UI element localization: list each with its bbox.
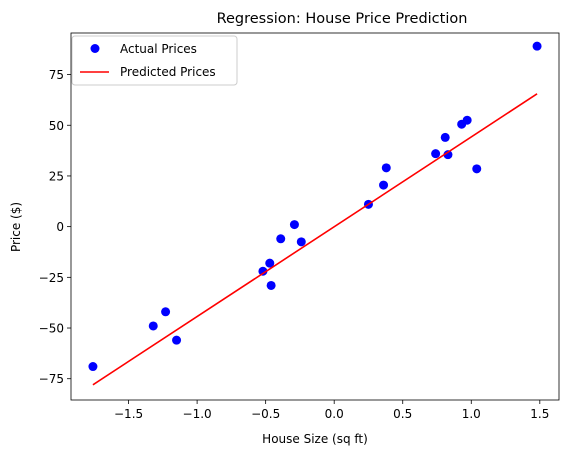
actual-price-point bbox=[258, 266, 268, 276]
legend-box bbox=[71, 35, 238, 86]
x-axis: −1.5 −1.0 −0.5 0.0 0.5 1.0 1.5 bbox=[114, 400, 549, 421]
chart-title: Regression: House Price Prediction bbox=[217, 11, 468, 27]
actual-price-point bbox=[88, 362, 98, 372]
actual-price-point bbox=[265, 258, 275, 268]
actual-price-point bbox=[161, 307, 171, 317]
actual-price-point bbox=[276, 234, 286, 244]
y-tick-label: 50 bbox=[49, 119, 64, 133]
x-tick-label: −0.5 bbox=[251, 407, 280, 421]
plot-frame bbox=[70, 32, 560, 401]
actual-price-point bbox=[443, 150, 453, 160]
x-tick-label: 0.5 bbox=[393, 407, 412, 421]
y-axis-label: Price ($) bbox=[9, 202, 23, 252]
x-tick-label: 1.5 bbox=[530, 407, 549, 421]
actual-price-point bbox=[148, 321, 158, 331]
legend-actual-marker bbox=[90, 44, 100, 53]
actual-price-point bbox=[381, 163, 391, 173]
plot-area: −1.5 −1.0 −0.5 0.0 0.5 1.0 1.5 −75 −50 −25 0 25 50 7… bbox=[39, 32, 560, 421]
legend-actual-label: Actual Prices bbox=[120, 42, 197, 56]
y-tick-label: 0 bbox=[56, 220, 64, 234]
x-tick-label: 0.0 bbox=[325, 407, 344, 421]
actual-price-point bbox=[172, 335, 182, 345]
x-tick-label: −1.0 bbox=[183, 407, 212, 421]
legend: Actual Prices Predicted Prices bbox=[71, 35, 238, 86]
x-tick-label: 1.0 bbox=[462, 407, 481, 421]
actual-price-point bbox=[462, 115, 472, 125]
actual-price-point bbox=[266, 280, 276, 290]
y-tick-label: 75 bbox=[49, 68, 64, 82]
actual-price-point bbox=[431, 149, 441, 159]
actual-prices-points bbox=[88, 41, 542, 372]
x-tick-label: −1.5 bbox=[114, 407, 143, 421]
predicted-prices-line-group bbox=[92, 93, 538, 386]
y-tick-label: −25 bbox=[39, 271, 64, 285]
y-tick-label: 25 bbox=[49, 169, 64, 183]
actual-price-point bbox=[296, 237, 306, 247]
actual-price-point bbox=[289, 220, 299, 230]
x-axis-label: House Size (sq ft) bbox=[262, 432, 368, 446]
y-tick-label: −50 bbox=[39, 322, 64, 336]
y-axis: −75 −50 −25 0 25 50 75 bbox=[39, 68, 71, 386]
actual-price-point bbox=[440, 132, 450, 142]
actual-price-point bbox=[472, 164, 482, 174]
predicted-prices-line bbox=[92, 93, 538, 386]
legend-predicted-label: Predicted Prices bbox=[120, 65, 216, 79]
y-tick-label: −75 bbox=[39, 372, 64, 386]
actual-price-point bbox=[532, 41, 542, 51]
actual-price-point bbox=[379, 180, 389, 190]
